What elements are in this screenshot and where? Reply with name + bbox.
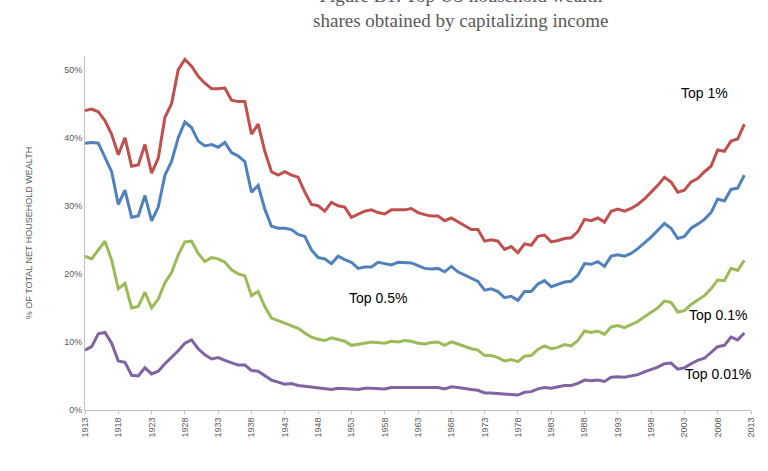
- svg-text:1953: 1953: [346, 418, 356, 438]
- svg-text:1958: 1958: [380, 418, 390, 438]
- svg-text:Top 0.5%: Top 0.5%: [349, 290, 407, 306]
- svg-text:2003: 2003: [679, 418, 689, 438]
- svg-text:1948: 1948: [313, 418, 323, 438]
- svg-text:Top 0.1%: Top 0.1%: [689, 307, 747, 323]
- svg-text:20%: 20%: [64, 269, 82, 279]
- svg-text:1983: 1983: [546, 418, 556, 438]
- svg-text:% OF TOTAL NET HOUSEHOLD WEALT: % OF TOTAL NET HOUSEHOLD WEALTH: [24, 147, 34, 319]
- svg-text:1913: 1913: [80, 418, 90, 438]
- svg-text:1923: 1923: [147, 418, 157, 438]
- svg-text:1938: 1938: [246, 418, 256, 438]
- svg-text:2013: 2013: [746, 418, 756, 438]
- svg-text:30%: 30%: [64, 201, 82, 211]
- svg-text:1968: 1968: [446, 418, 456, 438]
- svg-text:10%: 10%: [64, 337, 82, 347]
- svg-text:40%: 40%: [64, 133, 82, 143]
- svg-text:2008: 2008: [713, 418, 723, 438]
- svg-text:Top 0.01%: Top 0.01%: [685, 366, 751, 382]
- svg-text:1933: 1933: [213, 418, 223, 438]
- svg-text:Figure B1: Top US household we: Figure B1: Top US household wealthshares…: [313, 0, 608, 31]
- svg-text:Top 1%: Top 1%: [681, 85, 728, 101]
- svg-text:1988: 1988: [579, 418, 589, 438]
- svg-text:1973: 1973: [480, 418, 490, 438]
- svg-text:1993: 1993: [613, 418, 623, 438]
- svg-text:1918: 1918: [113, 418, 123, 438]
- svg-text:1998: 1998: [646, 418, 656, 438]
- svg-text:1943: 1943: [280, 418, 290, 438]
- svg-text:1928: 1928: [180, 418, 190, 438]
- svg-text:50%: 50%: [64, 65, 82, 75]
- svg-text:0%: 0%: [69, 405, 82, 415]
- svg-text:1963: 1963: [413, 418, 423, 438]
- svg-text:1978: 1978: [513, 418, 523, 438]
